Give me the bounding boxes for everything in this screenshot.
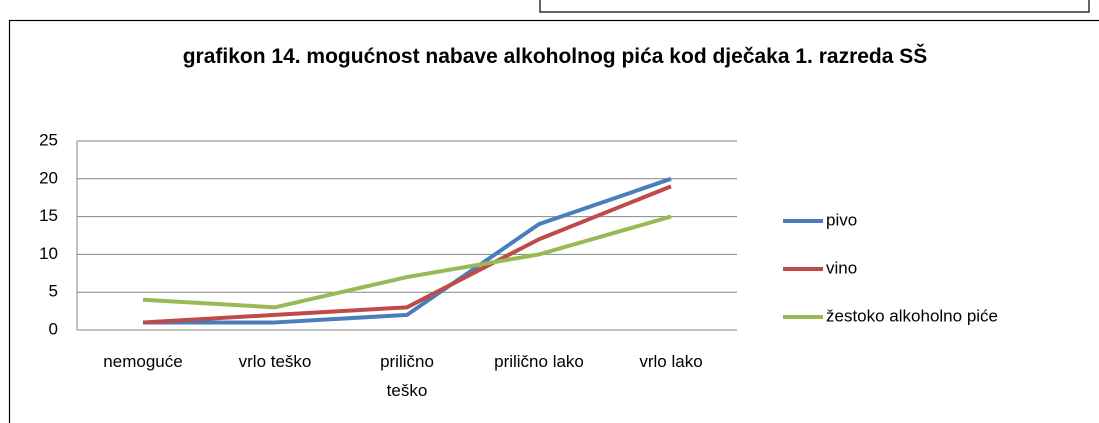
- chart-title: grafikon 14. mogućnost nabave alkoholnog…: [183, 44, 928, 68]
- x-tick-label: vrlo lako: [639, 352, 702, 371]
- x-tick-label: vrlo teško: [239, 352, 312, 371]
- chart-border: [8, 19, 1099, 423]
- legend-label: vino: [826, 258, 857, 277]
- y-tick-label: 5: [49, 282, 58, 301]
- y-tick-label: 25: [39, 130, 58, 149]
- x-tick-label: prilično lako: [494, 352, 584, 371]
- series-line: [143, 176, 672, 325]
- series-line: [142, 184, 672, 325]
- legend-label: pivo: [826, 210, 857, 229]
- y-tick-label: 20: [39, 168, 58, 187]
- y-tick-label: 10: [39, 244, 58, 263]
- y-tick-label: 0: [49, 319, 58, 338]
- frame-fragment: [539, 0, 1090, 13]
- y-tick-label: 15: [39, 206, 58, 225]
- series-line: [142, 214, 672, 310]
- x-tick-label: nemoguće: [103, 352, 182, 371]
- legend-label: žestoko alkoholno piće: [826, 306, 998, 325]
- x-tick-label: prilično teško: [380, 352, 434, 400]
